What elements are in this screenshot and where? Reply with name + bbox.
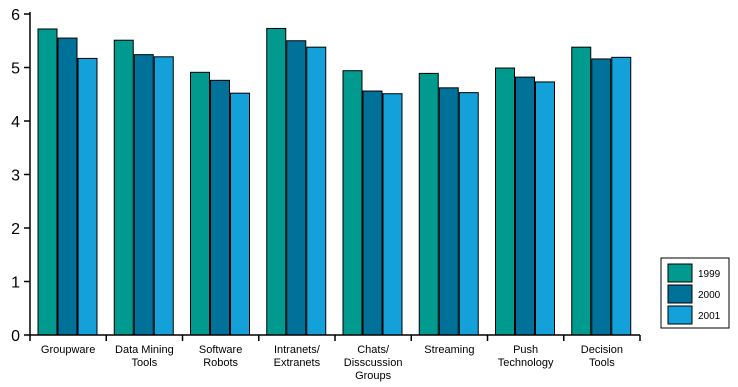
- bar-1999-6: [495, 67, 515, 336]
- y-tick-label: 2: [11, 221, 20, 238]
- legend-label-2001: 2001: [698, 311, 721, 322]
- bar-2000-7: [591, 58, 612, 336]
- y-tick-label: 5: [11, 61, 20, 78]
- bar-2001-1: [153, 56, 174, 336]
- x-tick-label: Groupware: [41, 344, 95, 356]
- x-tick-label: Push Technology: [498, 344, 554, 369]
- bar-2000-1: [133, 54, 154, 336]
- legend-label-1999: 1999: [698, 269, 721, 280]
- y-tick-label: 0: [11, 328, 20, 345]
- bar-2001-5: [458, 92, 479, 336]
- bar-2000-2: [210, 79, 230, 336]
- bar-1999-0: [37, 28, 58, 336]
- y-tick-label: 1: [11, 275, 20, 292]
- bar-2000-6: [515, 76, 535, 336]
- legend-swatch-1999: [667, 263, 693, 283]
- x-tick-label: Intranets/Extranets: [274, 344, 321, 369]
- bar-2001-7: [611, 56, 632, 336]
- bar-1999-4: [342, 70, 363, 336]
- x-tick-label: Streaming: [424, 344, 474, 356]
- bar-1999-5: [418, 72, 439, 336]
- y-tick-label: 6: [11, 7, 20, 24]
- bar-2001-6: [535, 81, 555, 336]
- bar-1999-2: [190, 71, 210, 336]
- bar-1999-3: [266, 27, 287, 336]
- y-tick-label: 3: [11, 168, 20, 185]
- y-axis: 0 1 2 3 4 5 6: [11, 7, 31, 345]
- bar-2000-3: [286, 40, 307, 336]
- bar-2001-3: [306, 46, 327, 336]
- y-tick-label: 4: [11, 114, 20, 131]
- x-axis: Groupware Data Mining Tools Software Robots I…: [29, 334, 641, 382]
- x-tick-label: Software Robots: [199, 344, 242, 369]
- bar-2000-0: [57, 37, 78, 336]
- bar-2001-0: [77, 57, 98, 336]
- bars: [37, 27, 632, 336]
- bar-2000-4: [362, 90, 383, 336]
- legend-label-2000: 2000: [698, 290, 721, 301]
- x-tick-label: Decision Tools: [581, 344, 623, 369]
- bar-1999-7: [571, 46, 592, 336]
- legend: 1999 2000 2001: [660, 257, 730, 329]
- legend-swatch-2000: [667, 284, 693, 304]
- x-tick-label: Chats/Disscussion Groups: [344, 344, 403, 382]
- bar-2001-2: [230, 92, 250, 336]
- bar-2001-4: [382, 93, 403, 336]
- legend-swatch-2001: [667, 305, 693, 325]
- bar-2000-5: [438, 87, 459, 336]
- bar-1999-1: [113, 39, 134, 336]
- x-tick-label: Data Mining Tools: [115, 344, 174, 369]
